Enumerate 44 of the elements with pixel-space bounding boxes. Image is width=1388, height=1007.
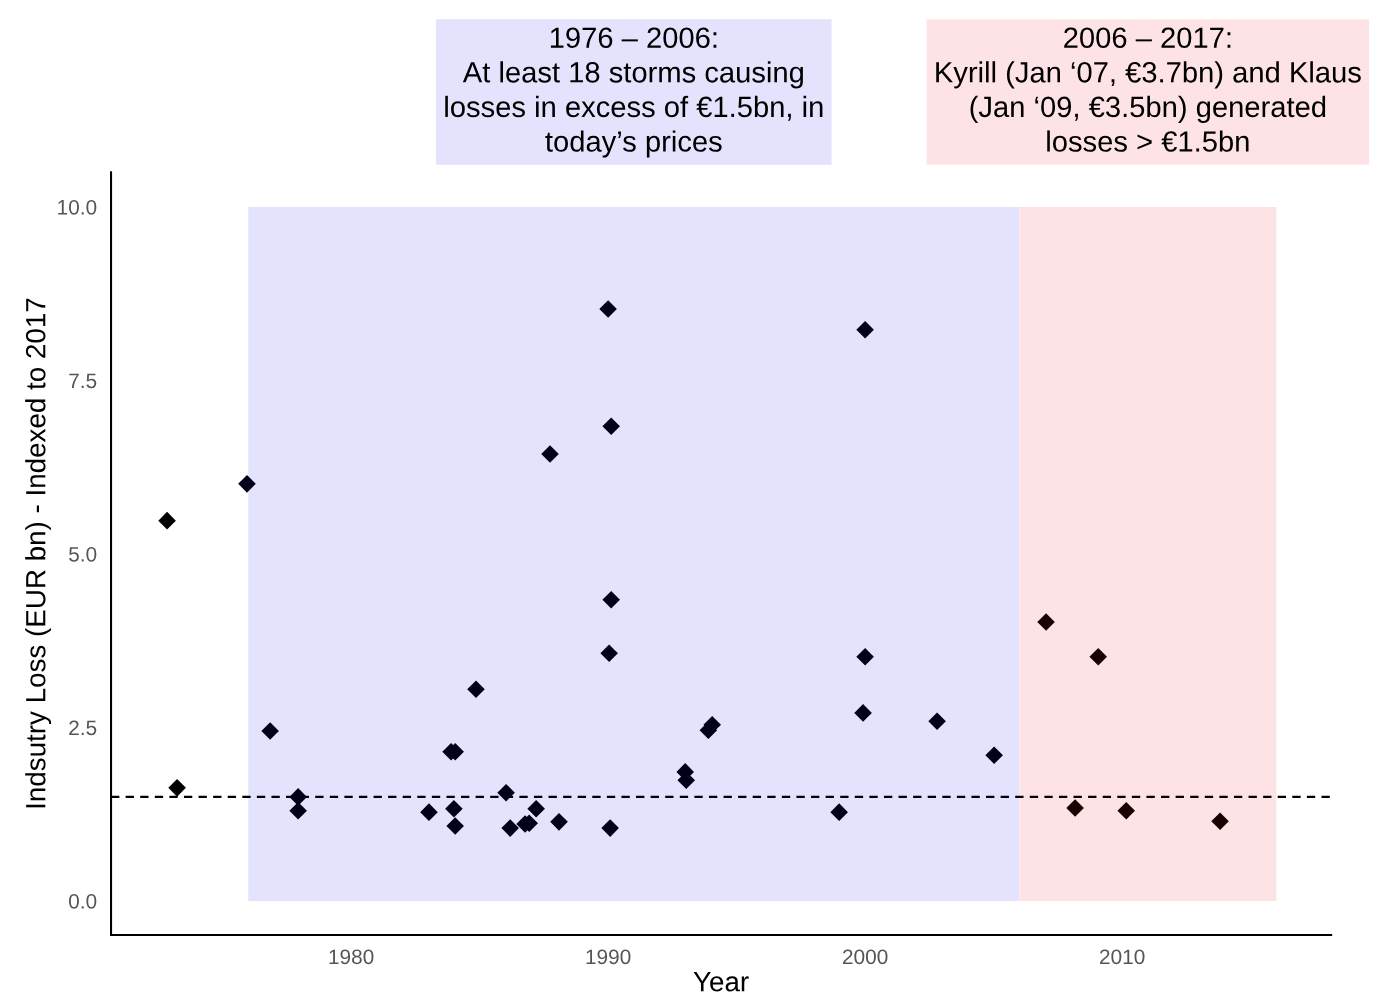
point <box>1066 799 1084 817</box>
point <box>985 746 1003 765</box>
point <box>1037 613 1055 631</box>
y-tick-label: 0.0 <box>69 893 97 909</box>
y-axis-title: Indsutry Loss (EUR bn) - Indexed to 2017 <box>25 298 52 808</box>
point <box>501 819 519 837</box>
point <box>497 783 515 802</box>
x-axis-title: Year <box>693 972 749 992</box>
point <box>1211 812 1229 830</box>
point <box>445 799 463 818</box>
y-tick-label: 7.5 <box>69 373 97 389</box>
text: 1976 – 2006: At least 18 storms causing losses in excess of €1.5bn, in today’s prices <box>445 27 823 158</box>
text: 2006 – 2017: Kyrill (Jan ‘07, €3.7bn) and Klaus (Jan ‘09, €3.5bn) generated losses > €1.5bn <box>936 27 1361 152</box>
point <box>602 590 620 609</box>
point <box>289 801 307 820</box>
point <box>854 704 872 722</box>
point <box>602 417 620 436</box>
point <box>541 445 559 463</box>
y-tick-label: 2.5 <box>69 720 97 736</box>
point <box>928 712 946 730</box>
point <box>289 788 307 806</box>
x-tick-label: 1990 <box>586 949 631 965</box>
point <box>420 803 438 821</box>
point <box>550 813 568 831</box>
x-tick-label: 2010 <box>1100 949 1145 965</box>
point <box>600 644 618 662</box>
x-tick-label: 2000 <box>843 949 888 965</box>
point <box>168 779 186 797</box>
y-tick-label: 10.0 <box>58 199 97 215</box>
point <box>1089 647 1108 666</box>
point <box>856 320 874 339</box>
point <box>467 680 485 699</box>
point <box>856 647 874 666</box>
point <box>1117 801 1136 820</box>
point <box>601 819 619 837</box>
point <box>261 722 279 740</box>
point <box>446 817 464 835</box>
point <box>527 799 545 818</box>
x-tick-label: 1980 <box>329 949 374 965</box>
point <box>238 475 256 493</box>
point <box>599 300 617 318</box>
point <box>158 511 176 530</box>
point <box>830 803 848 821</box>
y-tick-label: 5.0 <box>69 546 97 562</box>
